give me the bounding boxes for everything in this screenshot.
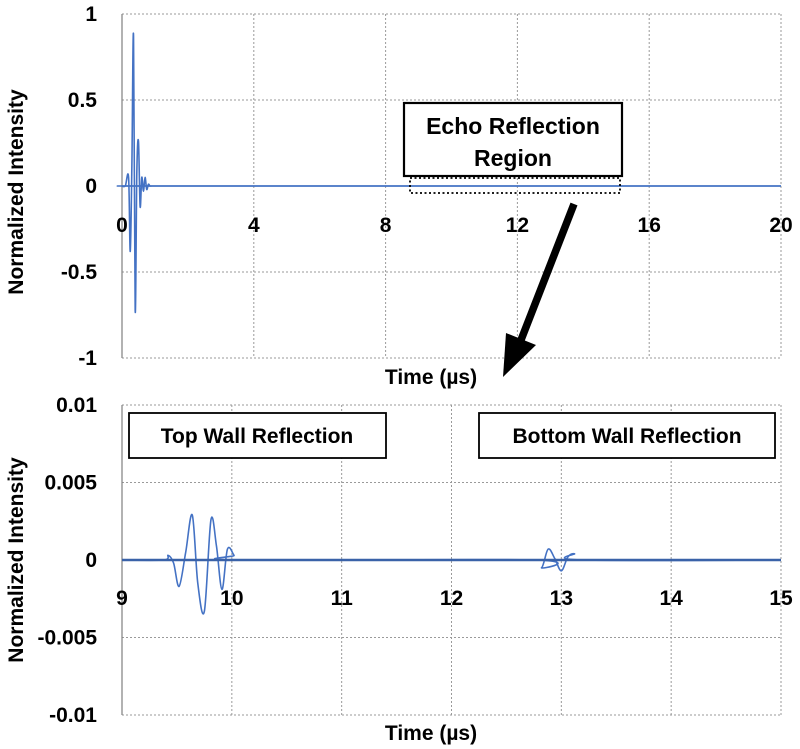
bottom-y-tick-label: -0.005 (37, 627, 97, 650)
bottom-chart: 9 10 11 12 13 14 15 0.01 0.005 0 -0.005 -0.01 Top … (5, 394, 793, 745)
echo-region-box (409, 177, 621, 194)
echo-annotation-line1: Echo Reflection (426, 113, 600, 139)
bottom-wall-annotation-box (478, 412, 776, 459)
top-y-tick-label: 0.5 (68, 89, 98, 112)
bottom-x-tick-label: 15 (769, 587, 793, 610)
bottom-y-tick-label: -0.01 (49, 704, 97, 727)
bottom-x-tick-label: 12 (440, 587, 463, 610)
bottom-y-tick-label: 0.005 (44, 472, 97, 495)
echo-arrow-shaft (517, 202, 578, 342)
bottom-x-axis-label: Time (µs) (385, 722, 477, 745)
top-y-tick-label: -1 (78, 347, 97, 370)
bottom-y-tick-label: 0 (85, 549, 97, 572)
top-chart: 0 4 8 12 16 20 1 0.5 0 -0.5 -1 Echo Reflection Re… (5, 3, 793, 389)
top-x-tick-label: 20 (769, 214, 792, 237)
bottom-x-tick-label: 10 (220, 587, 243, 610)
top-x-tick-label: 16 (638, 214, 661, 237)
bottom-x-tick-label: 11 (331, 587, 354, 610)
bottom-wall-annotation: Bottom Wall Reflection (512, 425, 741, 448)
bottom-y-axis-label: Normalized Intensity (5, 457, 28, 663)
echo-arrow-head (503, 333, 536, 377)
top-x-tick-label: 0 (116, 214, 128, 237)
top-wall-annotation: Top Wall Reflection (161, 425, 354, 448)
bottom-x-tick-labels: 9 10 11 12 13 14 15 (116, 587, 793, 610)
top-x-tick-label: 12 (506, 214, 529, 237)
echo-annotation-box (402, 101, 624, 178)
bottom-x-tick-label: 13 (550, 587, 573, 610)
top-wall-annotation-box (128, 412, 387, 459)
top-x-tick-label: 4 (248, 214, 260, 237)
echo-annotation-line2: Region (474, 145, 552, 171)
top-x-axis-label: Time (µs) (385, 366, 477, 389)
top-x-tick-label: 8 (380, 214, 392, 237)
top-y-tick-label: 0 (85, 175, 97, 198)
top-y-tick-label: 1 (85, 3, 97, 26)
bottom-x-tick-label: 14 (659, 587, 683, 610)
top-y-axis-label: Normalized Intensity (5, 89, 28, 295)
bottom-x-tick-label: 9 (116, 587, 128, 610)
bottom-y-tick-label: 0.01 (56, 394, 97, 417)
top-y-tick-labels: 1 0.5 0 -0.5 -1 (61, 3, 98, 370)
bottom-series-line (121, 513, 782, 615)
top-x-tick-labels: 0 4 8 12 16 20 (116, 214, 793, 237)
top-y-tick-label: -0.5 (61, 261, 98, 284)
bottom-y-tick-labels: 0.01 0.005 0 -0.005 -0.01 (37, 394, 97, 727)
